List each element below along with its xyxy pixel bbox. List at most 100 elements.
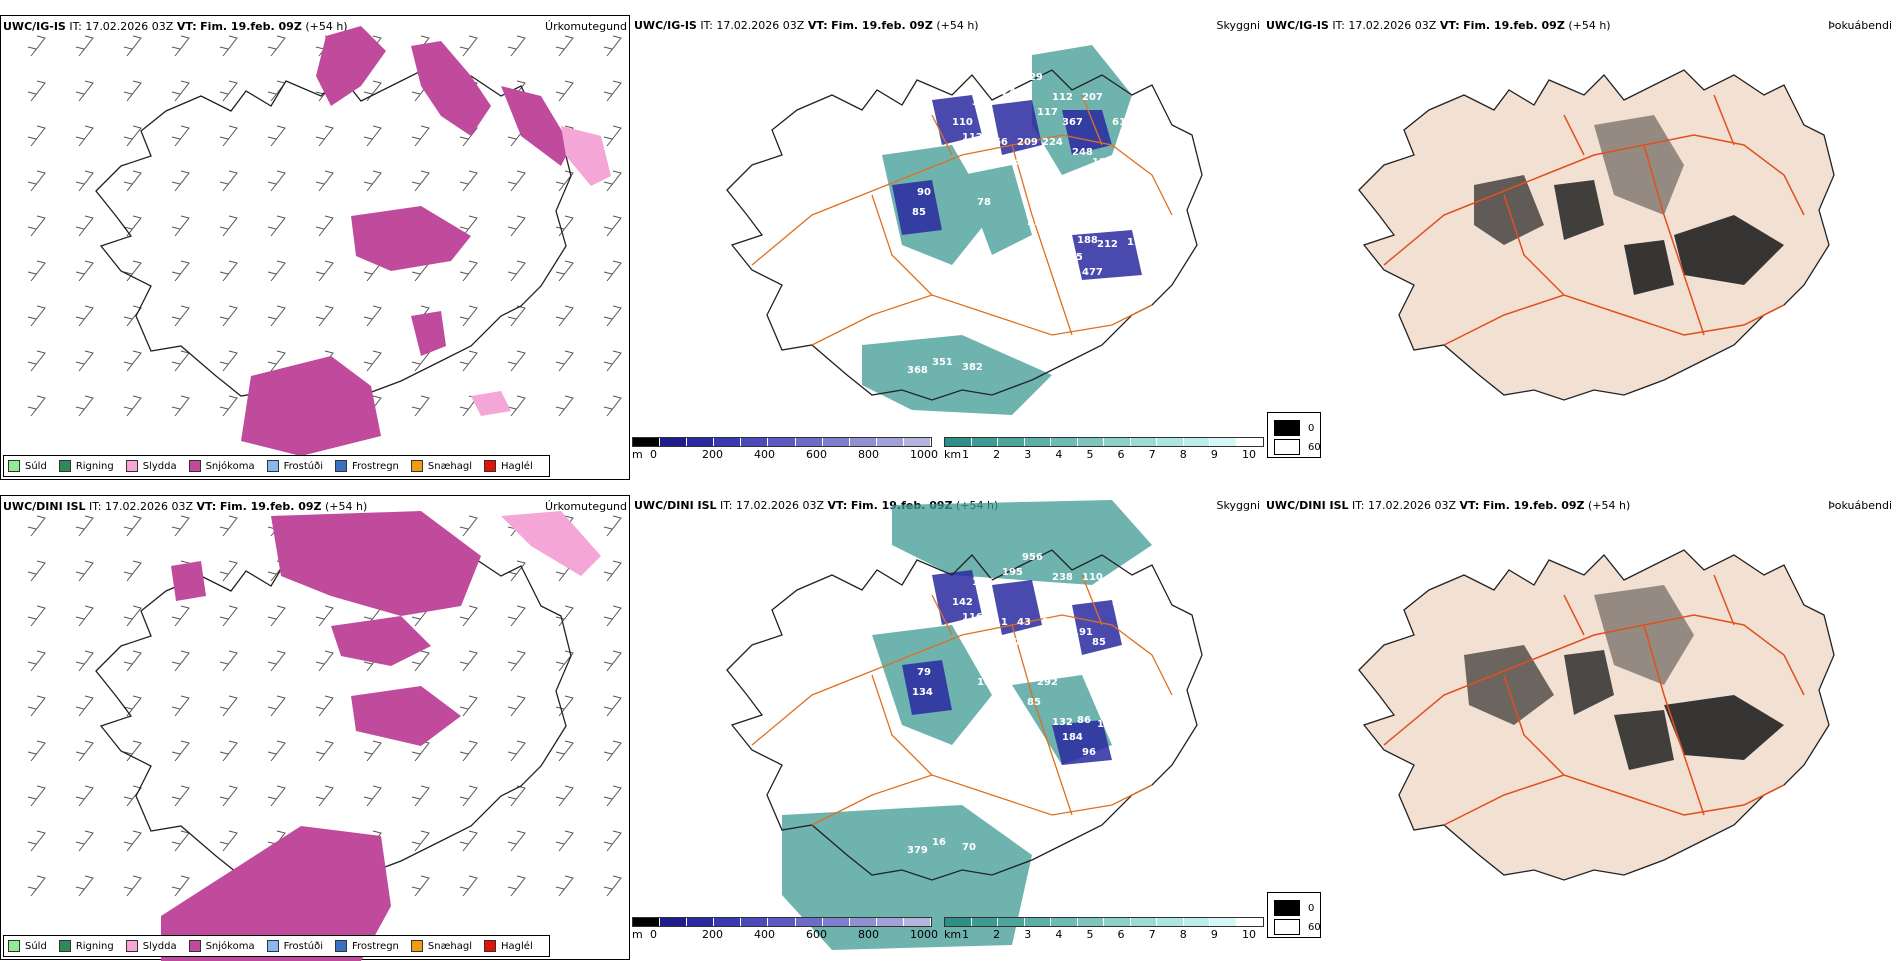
wind-barb [267,170,286,192]
visibility-label: 148 [972,637,993,648]
wind-barb [27,515,46,537]
wind-barb [27,830,46,852]
legend-swatch [8,940,20,952]
wind-barb [219,35,238,57]
fog-panel-row1: UWC/IG-IS IT: 17.02.2026 03Z VT: Fim. 19… [1264,15,1894,480]
legend-label: Rigning [75,460,114,472]
panel-header: UWC/IG-IS IT: 17.02.2026 03Z VT: Fim. 19… [3,20,348,33]
wind-barb [459,650,478,672]
panel-header: UWC/IG-IS IT: 17.02.2026 03Z VT: Fim. 19… [1266,19,1611,32]
legend-label: Frostregn [352,940,399,952]
wind-barb [315,695,334,717]
wind-barb [315,125,334,147]
wind-barb [555,350,574,372]
colorbar-tick: 6 [1117,928,1125,941]
legend-swatch [410,460,423,472]
wind-barb [267,785,286,807]
wind-barb [267,305,286,327]
colorbar-tick: 6 [1117,448,1125,461]
visibility-label: 112 [962,132,983,143]
wind-barb [219,305,238,327]
wind-barb [27,305,46,327]
sleet-areas [501,511,601,576]
visibility-label: 191 [1072,627,1093,638]
colorbar-tick: 10 [1242,928,1256,941]
snow-areas [161,511,481,961]
visibility-label: 85 [1092,637,1106,648]
visibility-label: 110 [952,117,973,128]
wind-barb [219,605,238,627]
wind-barb [363,350,382,372]
wind-barb [219,125,238,147]
wind-barb [171,605,190,627]
wind-barb [459,35,478,57]
visibility-label: 85 [912,207,926,218]
wind-barb [507,350,526,372]
visibility-label: 170 [1037,197,1058,208]
visibility-label: 379 [907,845,928,856]
wind-barb [459,695,478,717]
visibility-label: 87 [1007,637,1021,648]
panel-header: UWC/DINI ISL IT: 17.02.2026 03Z VT: Fim.… [1266,499,1631,512]
visibility-label: 116 [962,612,983,623]
wind-barb [27,875,46,897]
wind-barb [507,695,526,717]
wind-barb [411,170,430,192]
colorbar-unit: m [632,448,643,461]
wind-barb [75,125,94,147]
snow-areas [241,26,571,456]
wind-barb [75,80,94,102]
wind-barb [27,740,46,762]
visibility-label: 145 [1127,717,1148,728]
precip-legend-item: Frostúði [266,940,323,952]
wind-barb [219,80,238,102]
legend-label: Snjókoma [205,460,255,472]
legend-swatch [335,940,347,952]
visibility-label: 956 [1022,552,1043,563]
wind-barb [603,515,622,537]
colorbar-strip [632,917,932,927]
wind-barb [603,650,622,672]
iceland-outline [726,69,1203,401]
colorbar-tick: 4 [1055,448,1063,461]
visibility-label: 224 [1042,137,1063,148]
wind-barb [363,125,382,147]
wind-barb [267,740,286,762]
wind-barb [267,215,286,237]
wind-barb [603,80,622,102]
wind-barb [123,515,142,537]
wind-barb [75,695,94,717]
wind-barb [219,785,238,807]
wind-barb [459,740,478,762]
colorbar-tick: 800 [858,448,879,461]
visibility-label: 207 [1052,237,1073,248]
visibility-low-teal [782,500,1152,950]
wind-barb [603,350,622,372]
colorbar-tick: 1 [962,928,969,941]
wind-barb [507,605,526,627]
wind-barb [27,350,46,372]
wind-barb [411,830,430,852]
wind-barb [507,395,526,417]
wind-barb [603,740,622,762]
wind-barb [315,305,334,327]
wind-barb [555,215,574,237]
legend-label: Snæhagl [427,460,473,472]
visibility-label: 291 [1027,217,1048,228]
wind-barb [171,830,190,852]
wind-barb [459,215,478,237]
wind-barb [555,305,574,327]
wind-barb [603,695,622,717]
fog-map [1358,549,1835,881]
wind-barb [75,740,94,762]
visibility-label: 367 [1062,117,1083,128]
wind-barb [603,215,622,237]
legend-label: Haglél [501,460,533,472]
panel-title: Úrkomutegund [545,20,627,33]
visibility-label: 86 [1077,715,1091,726]
wind-barb [411,125,430,147]
wind-barb [171,170,190,192]
wind-barb [555,785,574,807]
visibility-label: 525 [1062,252,1083,263]
colorbar-tick: 1000 [910,448,938,461]
